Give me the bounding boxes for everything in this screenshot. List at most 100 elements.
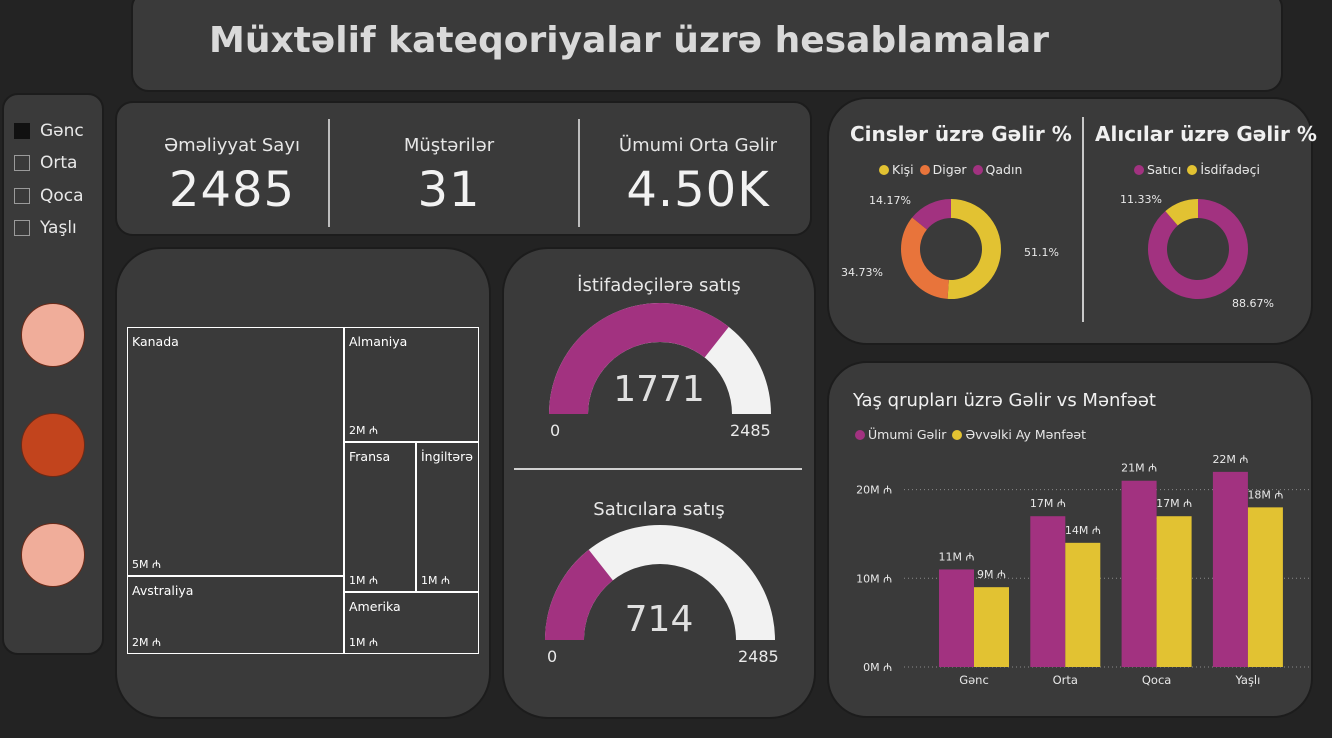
gauge-track (545, 525, 775, 640)
nav-button-1[interactable] (21, 303, 85, 367)
bar-income[interactable] (1121, 480, 1157, 667)
bar-income[interactable] (1212, 471, 1248, 667)
nav-button-2[interactable] (21, 413, 85, 477)
slicer-item-qoca[interactable]: Qoca (14, 186, 84, 206)
bar-profit[interactable] (1247, 507, 1283, 667)
bar-data-label: 14M ₼ (1065, 524, 1101, 537)
treemap-cell-value: 1M ₼ (349, 574, 378, 587)
checkbox-yasli[interactable] (14, 220, 30, 236)
y-tick-label: 10M ₼ (856, 572, 892, 585)
gauge-title: İstifadəçilərə satış (577, 275, 741, 296)
checkbox-orta[interactable] (14, 155, 30, 171)
donut-slice-satıcı[interactable] (1148, 199, 1248, 299)
y-tick-label: 0M ₼ (863, 661, 892, 674)
kpi-label: Ümumi Orta Gəlir (618, 135, 778, 156)
bar-income[interactable] (1030, 516, 1066, 667)
bar-data-label: 9M ₼ (977, 568, 1006, 581)
bar-profit[interactable] (1065, 542, 1101, 667)
kpi-label: Əməliyyat Sayı (163, 135, 300, 156)
kpi-value: 4.50K (626, 162, 770, 218)
legend-dot (1187, 164, 1198, 175)
donut-slice-i̇sdifadəçi[interactable] (1165, 199, 1198, 226)
kpi-divider (328, 119, 330, 227)
treemap-cell-kanada[interactable]: Kanada 5M ₼ (127, 327, 344, 576)
bar-profit[interactable] (1156, 516, 1192, 667)
buyers-donut (1148, 199, 1248, 299)
legend-label: Əvvəlki Ay Mənfəət (965, 427, 1086, 442)
treemap-cell-name: İngiltərə (421, 449, 473, 464)
country-treemap: Kanada 5M ₼ Avstraliya 2M ₼ Almaniya 2M … (127, 327, 479, 654)
legend-label: İsdifadəçi (1200, 162, 1260, 177)
bar-chart-title: Yaş qrupları üzrə Gəlir vs Mənfəət (853, 390, 1156, 411)
bar-data-label: 18M ₼ (1247, 488, 1283, 501)
gauge-max: 2485 (730, 421, 771, 440)
treemap-cell-value: 2M ₼ (132, 636, 161, 649)
legend-item[interactable]: Əvvəlki Ay Mənfəət (952, 427, 1086, 442)
buyers-legend: Satıcı İsdifadəçi (1134, 162, 1266, 177)
treemap-cell-value: 2M ₼ (349, 424, 378, 437)
bar-profit[interactable] (974, 587, 1009, 667)
gauge-sellers (545, 525, 775, 640)
kpi-value: 2485 (168, 162, 296, 218)
legend-item[interactable]: Qadın (972, 162, 1022, 177)
slicer-item-label: Qoca (40, 186, 84, 206)
legend-item[interactable]: Digər (919, 162, 967, 177)
treemap-cell-name: Amerika (349, 599, 401, 614)
slicer-item-orta[interactable]: Orta (14, 153, 77, 173)
gauge-fill[interactable] (549, 303, 729, 414)
donut-slice-digər[interactable] (901, 217, 949, 299)
gauge-users (549, 303, 771, 414)
donut-separator (1082, 117, 1084, 322)
gauge-value: 1771 (613, 369, 705, 410)
treemap-cell-name: Almaniya (349, 334, 408, 349)
bar-chart: 0M ₼ 10M ₼ 20M ₼ 11M ₼9M ₼ Gənc 17M ₼ 14M ₼ Ort… (856, 453, 1311, 687)
checkbox-qoca[interactable] (14, 188, 30, 204)
legend-item[interactable]: İsdifadəçi (1187, 162, 1260, 177)
slicer-item-label: Gənc (40, 121, 84, 141)
x-tick-label: Qoca (1142, 673, 1171, 687)
treemap-cell-almaniya[interactable]: Almaniya 2M ₼ (344, 327, 479, 442)
slice-label: 88.67% (1232, 297, 1274, 310)
donut-slice-kişi[interactable] (947, 199, 1001, 299)
treemap-cell-fransa[interactable]: Fransa 1M ₼ (344, 442, 416, 592)
x-tick-label: Gənc (959, 673, 989, 687)
kpi-divider (578, 119, 580, 227)
kpi-customers: Müştərilər 31 (334, 103, 564, 218)
treemap-cell-amerika[interactable]: Amerika 1M ₼ (344, 592, 479, 654)
x-tick-label: Orta (1053, 673, 1078, 687)
gauges-panel: İstifadəçilərə satış 1771 0 2485 Satıcıl… (502, 247, 816, 719)
nav-button-3[interactable] (21, 523, 85, 587)
slicer-item-yasli[interactable]: Yaşlı (14, 218, 77, 238)
bar-data-label: 22M ₼ (1212, 453, 1248, 466)
legend-item[interactable]: Kişi (879, 162, 914, 177)
bar-legend: Ümumi Gəlir Əvvəlki Ay Mənfəət (855, 427, 1092, 442)
country-treemap-panel: Kanada 5M ₼ Avstraliya 2M ₼ Almaniya 2M … (115, 247, 491, 719)
legend-label: Kişi (892, 162, 914, 177)
legend-dot (1134, 164, 1144, 175)
gauge-fill[interactable] (545, 549, 613, 640)
legend-label: Satıcı (1147, 162, 1182, 177)
legend-item[interactable]: Ümumi Gəlir (855, 427, 946, 442)
slice-label: 34.73% (841, 266, 883, 279)
treemap-cell-name: Fransa (349, 449, 391, 464)
treemap-cell-value: 1M ₼ (349, 636, 378, 649)
slice-label: 51.1% (1024, 246, 1059, 259)
bar-income[interactable] (939, 569, 974, 667)
donut-slice-qadın[interactable] (912, 199, 951, 230)
treemap-cell-ingiltere[interactable]: İngiltərə 1M ₼ (416, 442, 479, 592)
gender-donut (901, 199, 1001, 299)
legend-label: Ümumi Gəlir (868, 427, 947, 442)
kpi-label: Müştərilər (403, 135, 495, 156)
treemap-cell-value: 1M ₼ (421, 574, 450, 587)
checkbox-genc[interactable] (14, 123, 30, 139)
treemap-cell-name: Avstraliya (132, 583, 194, 598)
gauge-max: 2485 (738, 647, 779, 666)
legend-dot (919, 164, 930, 175)
slicer-item-genc[interactable]: Gənc (14, 121, 84, 141)
legend-label: Digər (932, 162, 967, 177)
gauge-min: 0 (547, 647, 558, 666)
gauge-separator (514, 468, 802, 470)
legend-item[interactable]: Satıcı (1134, 162, 1181, 177)
treemap-cell-avstraliya[interactable]: Avstraliya 2M ₼ (127, 576, 344, 654)
gauge-value: 714 (624, 599, 694, 640)
